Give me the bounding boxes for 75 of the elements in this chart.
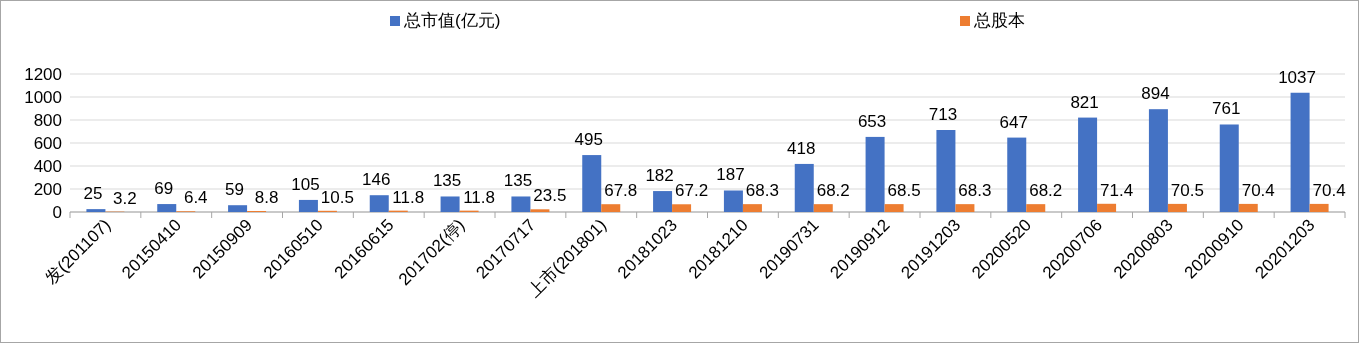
bar	[582, 155, 602, 212]
data-label: 653	[857, 111, 887, 131]
bar	[723, 190, 743, 212]
data-label: 821	[1070, 92, 1099, 112]
data-label: 182	[645, 166, 674, 186]
legend-label: 总市值(亿元)	[403, 11, 501, 30]
bar	[1148, 109, 1168, 212]
bar	[298, 199, 318, 212]
bar	[1167, 203, 1187, 212]
bar	[1078, 117, 1098, 212]
data-label: 23.5	[533, 186, 567, 206]
bar	[228, 205, 248, 212]
y-tick-label: 200	[33, 180, 62, 199]
bar	[511, 196, 531, 212]
data-label: 713	[928, 105, 958, 124]
bar	[1309, 203, 1329, 212]
legend-label: 总股本	[973, 11, 1025, 30]
data-label: 68.3	[958, 181, 992, 201]
y-tick-label: 0	[52, 203, 62, 222]
bar	[369, 195, 389, 212]
data-label: 894	[1141, 84, 1170, 104]
bar	[601, 204, 621, 212]
bar	[794, 163, 814, 212]
bar	[1219, 124, 1239, 212]
bar	[86, 209, 106, 212]
bar	[742, 204, 762, 212]
data-label: 8.8	[254, 187, 279, 207]
bar	[1007, 137, 1027, 212]
data-label: 1037	[1278, 67, 1316, 87]
data-label: 146	[362, 170, 391, 190]
data-label: 10.5	[320, 187, 354, 207]
data-label: 3.2	[113, 188, 137, 208]
data-label: 70.4	[1241, 180, 1275, 200]
data-label: 6.4	[183, 188, 208, 208]
bar	[1238, 203, 1258, 212]
bar	[936, 130, 956, 212]
data-label: 25	[83, 184, 103, 204]
data-label: 105	[291, 174, 320, 194]
data-label: 135	[503, 171, 533, 191]
data-label: 11.8	[392, 187, 425, 207]
data-label: 68.2	[1029, 181, 1063, 201]
bar	[157, 204, 177, 212]
data-label: 418	[787, 138, 816, 158]
bar	[440, 196, 460, 212]
bar	[865, 136, 885, 212]
bar	[1026, 204, 1046, 212]
y-tick-label: 400	[33, 157, 62, 176]
y-tick-label: 600	[33, 134, 62, 153]
data-label: 69	[154, 179, 174, 199]
data-label: 68.3	[745, 181, 779, 201]
bar	[672, 204, 692, 212]
data-label: 68.5	[887, 181, 921, 201]
bar	[1290, 92, 1310, 212]
bar	[1097, 203, 1117, 212]
bar	[955, 204, 975, 212]
data-label: 67.8	[604, 181, 638, 201]
y-tick-label: 800	[33, 111, 62, 130]
data-label: 647	[999, 112, 1028, 132]
data-label: 70.5	[1170, 180, 1204, 200]
data-label: 70.4	[1312, 180, 1346, 200]
data-label: 67.2	[675, 181, 709, 201]
data-label: 68.2	[816, 181, 850, 201]
data-label: 11.8	[463, 187, 495, 207]
data-label: 71.4	[1100, 180, 1134, 200]
data-label: 495	[574, 130, 603, 150]
bar	[653, 191, 673, 212]
data-label: 135	[432, 171, 462, 191]
bar	[884, 204, 904, 212]
data-label: 187	[716, 165, 745, 185]
data-label: 59	[225, 180, 245, 200]
y-tick-label: 1000	[24, 88, 62, 107]
bar	[813, 204, 833, 212]
data-label: 761	[1212, 99, 1241, 119]
bar	[530, 209, 550, 212]
y-tick-label: 1200	[24, 65, 62, 84]
